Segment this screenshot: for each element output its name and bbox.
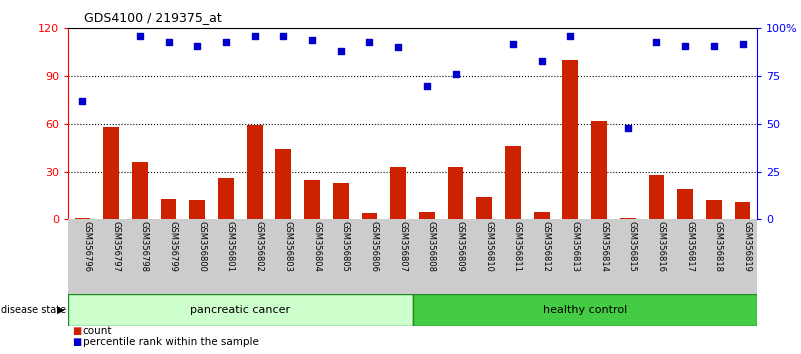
Point (334, 48, 347, 54)
Bar (103, 127, 119, 219)
Bar (74, 218, 91, 219)
Text: GSM356819: GSM356819 (743, 221, 751, 272)
Text: GDS4100 / 219375_at: GDS4100 / 219375_at (84, 11, 222, 24)
Text: GSM356803: GSM356803 (284, 221, 292, 272)
Point (105, 22, 118, 27)
Point (191, 43, 203, 48)
Text: GSM356816: GSM356816 (657, 221, 666, 272)
Point (736, 41, 749, 46)
Point (449, 72, 462, 77)
Text: GSM356811: GSM356811 (513, 221, 522, 272)
Text: GSM356815: GSM356815 (628, 221, 637, 272)
Text: GSM356807: GSM356807 (398, 221, 407, 272)
Point (363, 39, 376, 45)
Text: ▶: ▶ (57, 305, 64, 315)
Bar (333, 183, 348, 219)
Text: GSM356810: GSM356810 (485, 221, 493, 272)
Bar (218, 178, 234, 219)
Bar (562, 60, 578, 219)
Bar (304, 179, 320, 219)
Bar (620, 218, 636, 219)
Bar (413, 294, 757, 326)
Text: GSM356797: GSM356797 (111, 221, 120, 272)
Point (707, 43, 720, 48)
Bar (161, 199, 176, 219)
Bar (649, 175, 664, 219)
Bar (68, 294, 413, 326)
Bar (505, 146, 521, 219)
Point (593, 18, 606, 23)
Bar (419, 211, 435, 219)
Bar (390, 167, 406, 219)
Text: GSM356796: GSM356796 (83, 221, 91, 272)
Point (564, 33, 577, 39)
Text: GSM356812: GSM356812 (541, 221, 550, 272)
Point (535, 58, 548, 64)
Text: GSM356804: GSM356804 (312, 221, 321, 272)
Bar (448, 167, 464, 219)
Point (306, 37, 319, 42)
Text: GSM356799: GSM356799 (168, 221, 178, 272)
Bar (132, 162, 147, 219)
Bar (189, 200, 205, 219)
Text: GSM356806: GSM356806 (369, 221, 378, 272)
Bar (276, 149, 292, 219)
Point (622, 125, 634, 131)
Point (392, 45, 405, 50)
Text: healthy control: healthy control (542, 305, 627, 315)
Point (248, 33, 261, 39)
Text: percentile rank within the sample: percentile rank within the sample (83, 337, 259, 347)
Text: GSM356813: GSM356813 (570, 221, 579, 272)
Text: GSM356798: GSM356798 (140, 221, 149, 272)
Point (162, 39, 175, 45)
Text: GSM356808: GSM356808 (427, 221, 436, 272)
Text: GSM356801: GSM356801 (226, 221, 235, 272)
Text: GSM356814: GSM356814 (599, 221, 608, 272)
Point (219, 39, 232, 45)
Text: GSM356809: GSM356809 (456, 221, 465, 272)
Point (421, 83, 433, 88)
Text: GSM356802: GSM356802 (255, 221, 264, 272)
Text: disease state: disease state (1, 305, 66, 315)
Point (76, 98, 89, 104)
Text: GSM356805: GSM356805 (340, 221, 350, 272)
Text: ■: ■ (72, 337, 82, 347)
Bar (735, 202, 751, 219)
Text: GSM356817: GSM356817 (685, 221, 694, 272)
Bar (678, 189, 693, 219)
Text: ■: ■ (72, 326, 82, 336)
Text: GSM356800: GSM356800 (197, 221, 206, 272)
Text: GSM356818: GSM356818 (714, 221, 723, 272)
Bar (706, 200, 722, 219)
Bar (533, 211, 549, 219)
Point (650, 39, 663, 45)
Point (506, 41, 519, 46)
Point (134, 33, 147, 39)
Point (678, 43, 691, 48)
Bar (361, 213, 377, 219)
Bar (247, 126, 263, 219)
Text: pancreatic cancer: pancreatic cancer (191, 305, 290, 315)
Point (478, 20, 491, 25)
Bar (591, 121, 607, 219)
Text: count: count (83, 326, 112, 336)
Point (277, 33, 290, 39)
Bar (477, 197, 492, 219)
